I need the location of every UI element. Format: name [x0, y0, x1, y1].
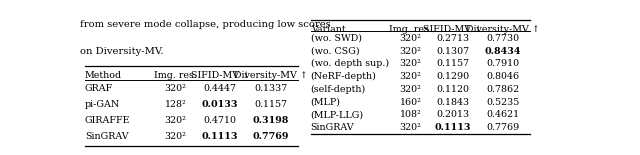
Text: 0.3198: 0.3198	[253, 116, 289, 125]
Text: (self-depth): (self-depth)	[310, 85, 366, 94]
Text: pi-GAN: pi-GAN	[85, 100, 120, 109]
Text: 0.1843: 0.1843	[436, 98, 470, 107]
Text: from severe mode collapse, producing low scores: from severe mode collapse, producing low…	[80, 20, 331, 29]
Text: 0.4447: 0.4447	[204, 84, 237, 93]
Text: SIFID-MV ↓: SIFID-MV ↓	[191, 71, 250, 80]
Text: 160²: 160²	[399, 98, 421, 107]
Text: (MLP-LLG): (MLP-LLG)	[310, 110, 364, 119]
Text: (wo. SWD): (wo. SWD)	[310, 34, 362, 43]
Text: 0.2013: 0.2013	[436, 110, 470, 119]
Text: SIFID-MV ↓: SIFID-MV ↓	[424, 24, 483, 34]
Text: SinGRAV: SinGRAV	[310, 123, 355, 132]
Text: 320²: 320²	[399, 85, 421, 94]
Text: Img. res.: Img. res.	[154, 71, 197, 80]
Text: (NeRF-depth): (NeRF-depth)	[310, 72, 376, 81]
Text: 320²: 320²	[399, 123, 421, 132]
Text: 0.1113: 0.1113	[435, 123, 471, 132]
Text: 320²: 320²	[399, 34, 421, 43]
Text: 0.1157: 0.1157	[254, 100, 287, 109]
Text: 0.7730: 0.7730	[486, 34, 519, 43]
Text: 0.1157: 0.1157	[436, 59, 470, 68]
Text: 320²: 320²	[164, 84, 186, 93]
Text: 0.4710: 0.4710	[204, 116, 237, 125]
Text: 0.2713: 0.2713	[436, 34, 470, 43]
Text: 0.0133: 0.0133	[202, 100, 238, 109]
Text: 0.1290: 0.1290	[436, 72, 470, 81]
Text: 0.5235: 0.5235	[486, 98, 519, 107]
Text: 128²: 128²	[164, 100, 186, 109]
Text: Variant: Variant	[310, 24, 345, 34]
Text: (wo. CSG): (wo. CSG)	[310, 46, 359, 55]
Text: Diversity-MV ↑: Diversity-MV ↑	[234, 71, 308, 80]
Text: Img. res.: Img. res.	[389, 24, 432, 34]
Text: on Diversity-MV.: on Diversity-MV.	[80, 47, 163, 56]
Text: 0.1120: 0.1120	[436, 85, 470, 94]
Text: Diversity-MV ↑: Diversity-MV ↑	[466, 24, 540, 34]
Text: GRAF: GRAF	[85, 84, 113, 93]
Text: 320²: 320²	[399, 59, 421, 68]
Text: 0.7862: 0.7862	[486, 85, 519, 94]
Text: 320²: 320²	[164, 132, 186, 141]
Text: 0.7769: 0.7769	[486, 123, 519, 132]
Text: 320²: 320²	[399, 46, 421, 55]
Text: 0.7769: 0.7769	[253, 132, 289, 141]
Text: GIRAFFE: GIRAFFE	[85, 116, 131, 125]
Text: 108²: 108²	[399, 110, 421, 119]
Text: 0.1307: 0.1307	[436, 46, 470, 55]
Text: 0.8046: 0.8046	[486, 72, 519, 81]
Text: (wo. depth sup.): (wo. depth sup.)	[310, 59, 388, 68]
Text: 0.1337: 0.1337	[254, 84, 287, 93]
Text: 0.8434: 0.8434	[484, 46, 521, 55]
Text: 320²: 320²	[164, 116, 186, 125]
Text: 320²: 320²	[399, 72, 421, 81]
Text: 0.7910: 0.7910	[486, 59, 519, 68]
Text: SinGRAV: SinGRAV	[85, 132, 129, 141]
Text: (MLP): (MLP)	[310, 98, 340, 107]
Text: 0.1113: 0.1113	[202, 132, 238, 141]
Text: Method: Method	[85, 71, 122, 80]
Text: 0.4621: 0.4621	[486, 110, 519, 119]
